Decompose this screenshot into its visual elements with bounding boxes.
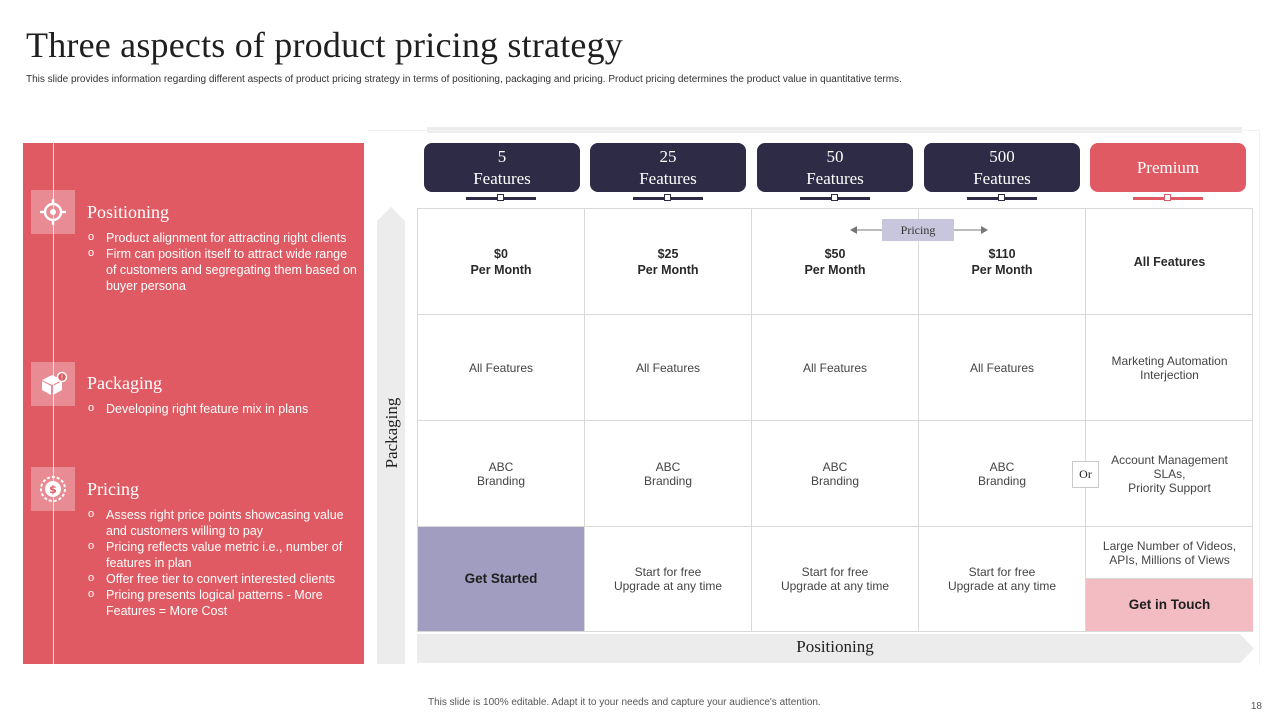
branding-cell: ABC Branding	[919, 421, 1086, 527]
section-title: Positioning	[87, 202, 170, 222]
plan-count: 50	[826, 146, 844, 166]
price-period: Per Month	[971, 262, 1033, 277]
price-cell: $0 Per Month	[418, 209, 585, 315]
pricing-matrix: $0 Per Month $25 Per Month $50 Per Month…	[417, 208, 1253, 632]
plan-slider	[800, 194, 870, 201]
price-cell: All Features	[1086, 209, 1253, 315]
price-cell: $110 Per Month	[919, 209, 1086, 315]
plan-count: 25	[659, 146, 677, 166]
branding-cell: ABC Branding	[418, 421, 585, 527]
slider-knob	[831, 194, 838, 201]
section-title: Pricing	[87, 479, 139, 499]
slider-knob	[497, 194, 504, 201]
bullet-item: Pricing presents logical patterns - More…	[87, 586, 357, 619]
slider-knob	[1164, 194, 1171, 201]
slider-knob	[998, 194, 1005, 201]
price-period: Per Month	[637, 262, 699, 277]
feature-cell: All Features	[919, 315, 1086, 421]
branding-cell: ABC Branding	[585, 421, 752, 527]
plan-unit: Features	[473, 168, 531, 188]
feature-cell: All Features	[418, 315, 585, 421]
pricing-tag: Pricing	[882, 219, 954, 241]
plan-slider	[466, 194, 536, 201]
section-title: Packaging	[87, 373, 162, 393]
price-period: Per Month	[470, 262, 532, 277]
get-in-touch-button[interactable]: Get in Touch	[1086, 579, 1253, 631]
plan-count: Premium	[1136, 157, 1200, 177]
feature-cell: All Features	[752, 315, 919, 421]
plan-slider	[633, 194, 703, 201]
packaging-axis-label: Packaging	[382, 397, 401, 469]
bullet-item: Offer free tier to convert interested cl…	[87, 570, 357, 587]
cta-cell: Start for free Upgrade at any time	[752, 527, 919, 631]
price-cell: $25 Per Month	[585, 209, 752, 315]
plan-count: 5	[497, 146, 507, 166]
price-amount: $50	[824, 246, 846, 261]
slide-subtitle: This slide provides information regardin…	[26, 74, 902, 85]
price-period: Per Month	[804, 262, 866, 277]
premium-extra-cell: Large Number of Videos, APIs, Millions o…	[1086, 527, 1253, 579]
bullet-item: Pricing reflects value metric i.e., numb…	[87, 538, 357, 571]
plan-slider	[967, 194, 1037, 201]
price-cell: $50 Per Month	[752, 209, 919, 315]
price-amount: $0	[494, 246, 508, 261]
or-badge: Or	[1072, 461, 1099, 488]
branding-cell: ABC Branding	[752, 421, 919, 527]
matrix-frame	[368, 130, 1260, 665]
plan-header-5: 5 Features	[424, 143, 580, 192]
plan-unit: Features	[973, 168, 1031, 188]
bullet-item: Developing right feature mix in plans	[87, 400, 357, 417]
branding-cell: Account Management SLAs, Priority Suppor…	[1086, 421, 1253, 527]
section-bullets: Developing right feature mix in plans	[87, 400, 357, 417]
plan-slider	[1133, 194, 1203, 201]
packaging-arrow	[377, 207, 405, 664]
section-bullets: Assess right price points showcasing val…	[87, 506, 357, 619]
plan-unit: Features	[639, 168, 697, 188]
package-icon: !	[31, 362, 75, 406]
plan-header-500: 500 Features	[924, 143, 1080, 192]
positioning-arrow	[417, 634, 1254, 663]
plan-header-premium: Premium	[1090, 143, 1246, 192]
plan-header-50: 50 Features	[757, 143, 913, 192]
svg-text:!: !	[61, 374, 64, 382]
left-panel: Positioning Product alignment for attrac…	[23, 143, 364, 664]
bullet-item: Firm can position itself to attract wide…	[87, 245, 357, 294]
cta-cell: Start for free Upgrade at any time	[919, 527, 1086, 631]
price-amount: All Features	[1133, 254, 1206, 269]
slider-knob	[664, 194, 671, 201]
footer-note: This slide is 100% editable. Adapt it to…	[428, 697, 821, 708]
target-icon	[31, 190, 75, 234]
dollar-icon: $	[31, 467, 75, 511]
get-started-button[interactable]: Get Started	[418, 527, 585, 631]
svg-text:$: $	[49, 483, 57, 496]
bullet-item: Product alignment for attracting right c…	[87, 229, 357, 246]
cta-cell: Start for free Upgrade at any time	[585, 527, 752, 631]
page-number: 18	[1250, 701, 1262, 712]
positioning-axis-label: Positioning	[796, 637, 874, 656]
section-bullets: Product alignment for attracting right c…	[87, 229, 357, 294]
plan-header-25: 25 Features	[590, 143, 746, 192]
plan-count: 500	[989, 146, 1015, 166]
price-amount: $25	[657, 246, 679, 261]
slide-title: Three aspects of product pricing strateg…	[26, 25, 623, 65]
plan-unit: Features	[806, 168, 864, 188]
feature-cell: Marketing Automation Interjection	[1086, 315, 1253, 421]
panel-divider-line	[53, 143, 54, 664]
feature-cell: All Features	[585, 315, 752, 421]
price-amount: $110	[988, 246, 1016, 261]
bullet-item: Assess right price points showcasing val…	[87, 506, 357, 539]
